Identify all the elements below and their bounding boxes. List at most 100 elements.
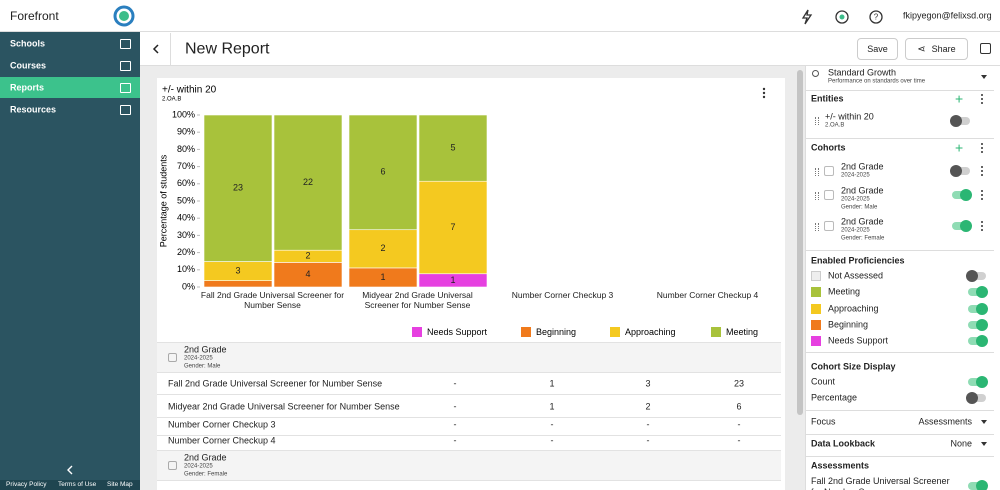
menu-button[interactable] xyxy=(980,220,984,232)
bar-segment xyxy=(273,262,343,288)
toggle[interactable] xyxy=(968,335,988,348)
cell: - xyxy=(453,378,457,389)
logo xyxy=(113,5,135,27)
cohort-text: Gender: Female xyxy=(841,235,885,242)
cell: - xyxy=(646,419,650,430)
toggle[interactable] xyxy=(968,302,988,315)
proficiency-swatch xyxy=(811,336,821,347)
header-button[interactable]: Save xyxy=(857,38,898,60)
toggle[interactable] xyxy=(950,165,970,177)
toggle-knob xyxy=(950,115,962,127)
assessments-heading: Assessments xyxy=(811,460,870,471)
top-icons[interactable]: ? xyxy=(800,9,890,25)
toggle-knob xyxy=(960,220,972,232)
cell: 2 xyxy=(645,401,651,412)
cell: - xyxy=(646,435,650,446)
bar-count: 7 xyxy=(450,222,455,232)
view-icon xyxy=(812,70,819,77)
chart-title: +/- within 20 xyxy=(162,85,217,96)
menu-dot xyxy=(981,221,984,224)
row-label: Fall 2nd Grade Universal Screener for Nu… xyxy=(168,378,383,389)
y-tick-label: 0% xyxy=(182,281,195,291)
divider xyxy=(806,410,994,411)
nav-item[interactable]: Courses xyxy=(0,55,140,76)
nav-icon xyxy=(120,105,131,115)
menu-dot xyxy=(981,147,984,150)
menu-button[interactable] xyxy=(980,93,984,105)
toggle[interactable] xyxy=(968,376,988,388)
drag-handle xyxy=(815,192,819,200)
legend-swatch xyxy=(711,327,721,337)
nav-item[interactable]: Schools xyxy=(0,33,140,54)
footer-link[interactable]: Site Map xyxy=(107,481,133,489)
menu-button[interactable] xyxy=(980,165,984,177)
cohort-text: Gender: Female xyxy=(184,471,228,478)
entities-heading: Entities xyxy=(811,93,844,104)
button-label: Save xyxy=(867,44,888,54)
cell: - xyxy=(737,435,741,446)
nav-item[interactable]: Resources xyxy=(0,99,140,120)
bar-segment xyxy=(203,114,273,262)
add-button[interactable]: + xyxy=(955,139,964,156)
divider xyxy=(806,90,994,91)
cohort-text: 2024-2025 xyxy=(841,226,870,233)
cell: 1 xyxy=(549,401,555,412)
toggle[interactable] xyxy=(952,189,972,201)
divider xyxy=(806,250,994,251)
cell: - xyxy=(453,401,457,412)
menu-button[interactable] xyxy=(980,142,984,154)
x-tick-text: Number Corner Checkup 3 xyxy=(511,290,614,300)
caret xyxy=(981,442,987,446)
x-tick-text: Midyear 2nd Grade Universal Screener for… xyxy=(362,290,473,310)
menu-button[interactable] xyxy=(980,189,984,201)
toggle[interactable] xyxy=(952,220,972,232)
chart-menu[interactable] xyxy=(762,87,766,99)
row-line xyxy=(157,417,781,418)
bar-count: 4 xyxy=(305,269,310,279)
bar-count: 1 xyxy=(380,272,385,282)
footer-link[interactable]: Terms of Use xyxy=(58,481,97,489)
row-line xyxy=(157,394,781,395)
toggle[interactable] xyxy=(966,392,986,404)
toggle[interactable] xyxy=(950,115,970,127)
collapse-icon[interactable] xyxy=(64,464,76,476)
toggle[interactable] xyxy=(968,318,988,331)
menu-dot xyxy=(981,225,984,228)
nav-item[interactable]: Reports xyxy=(0,77,140,98)
menu-dot xyxy=(762,87,766,91)
y-tick-label: 70% xyxy=(177,161,195,171)
legend-swatch xyxy=(412,327,422,337)
legend-swatch xyxy=(521,327,531,337)
toggle[interactable] xyxy=(968,480,988,490)
footer-link[interactable]: Privacy Policy xyxy=(6,481,47,489)
cohort-text: 2nd Grade xyxy=(841,216,884,227)
proficiency-label: Approaching xyxy=(828,303,879,314)
cohort-icon xyxy=(168,461,177,470)
header-button[interactable]: ⋖ Share xyxy=(905,38,968,60)
add-button[interactable]: + xyxy=(955,90,964,107)
proficiency-swatch xyxy=(811,287,821,298)
toggle-knob xyxy=(976,335,988,348)
cell: - xyxy=(550,419,554,430)
menu-dot xyxy=(981,98,984,101)
toggle[interactable] xyxy=(968,286,988,299)
row-label: Number Corner Checkup 3 xyxy=(168,419,276,430)
toggle-knob xyxy=(966,270,978,282)
panel-toggle[interactable] xyxy=(980,43,991,54)
bar-segment xyxy=(418,180,488,275)
bar-segment xyxy=(203,280,273,288)
y-tick-label: 30% xyxy=(177,230,195,240)
cohort-icon xyxy=(168,353,177,362)
x-tick-text: Fall 2nd Grade Universal Screener for Nu… xyxy=(200,290,345,310)
toggle[interactable] xyxy=(966,270,986,282)
nav-icon xyxy=(120,83,131,93)
bar-segment xyxy=(418,114,488,182)
row-label: Midyear 2nd Grade Universal Screener for… xyxy=(168,401,400,412)
y-tick-label: 50% xyxy=(177,195,195,205)
legend-label: Beginning xyxy=(536,327,576,337)
menu-dot xyxy=(981,229,984,232)
back-icon[interactable] xyxy=(150,43,162,55)
cohort-text: 2nd Grade xyxy=(841,185,884,196)
scrollbar[interactable] xyxy=(797,70,803,415)
